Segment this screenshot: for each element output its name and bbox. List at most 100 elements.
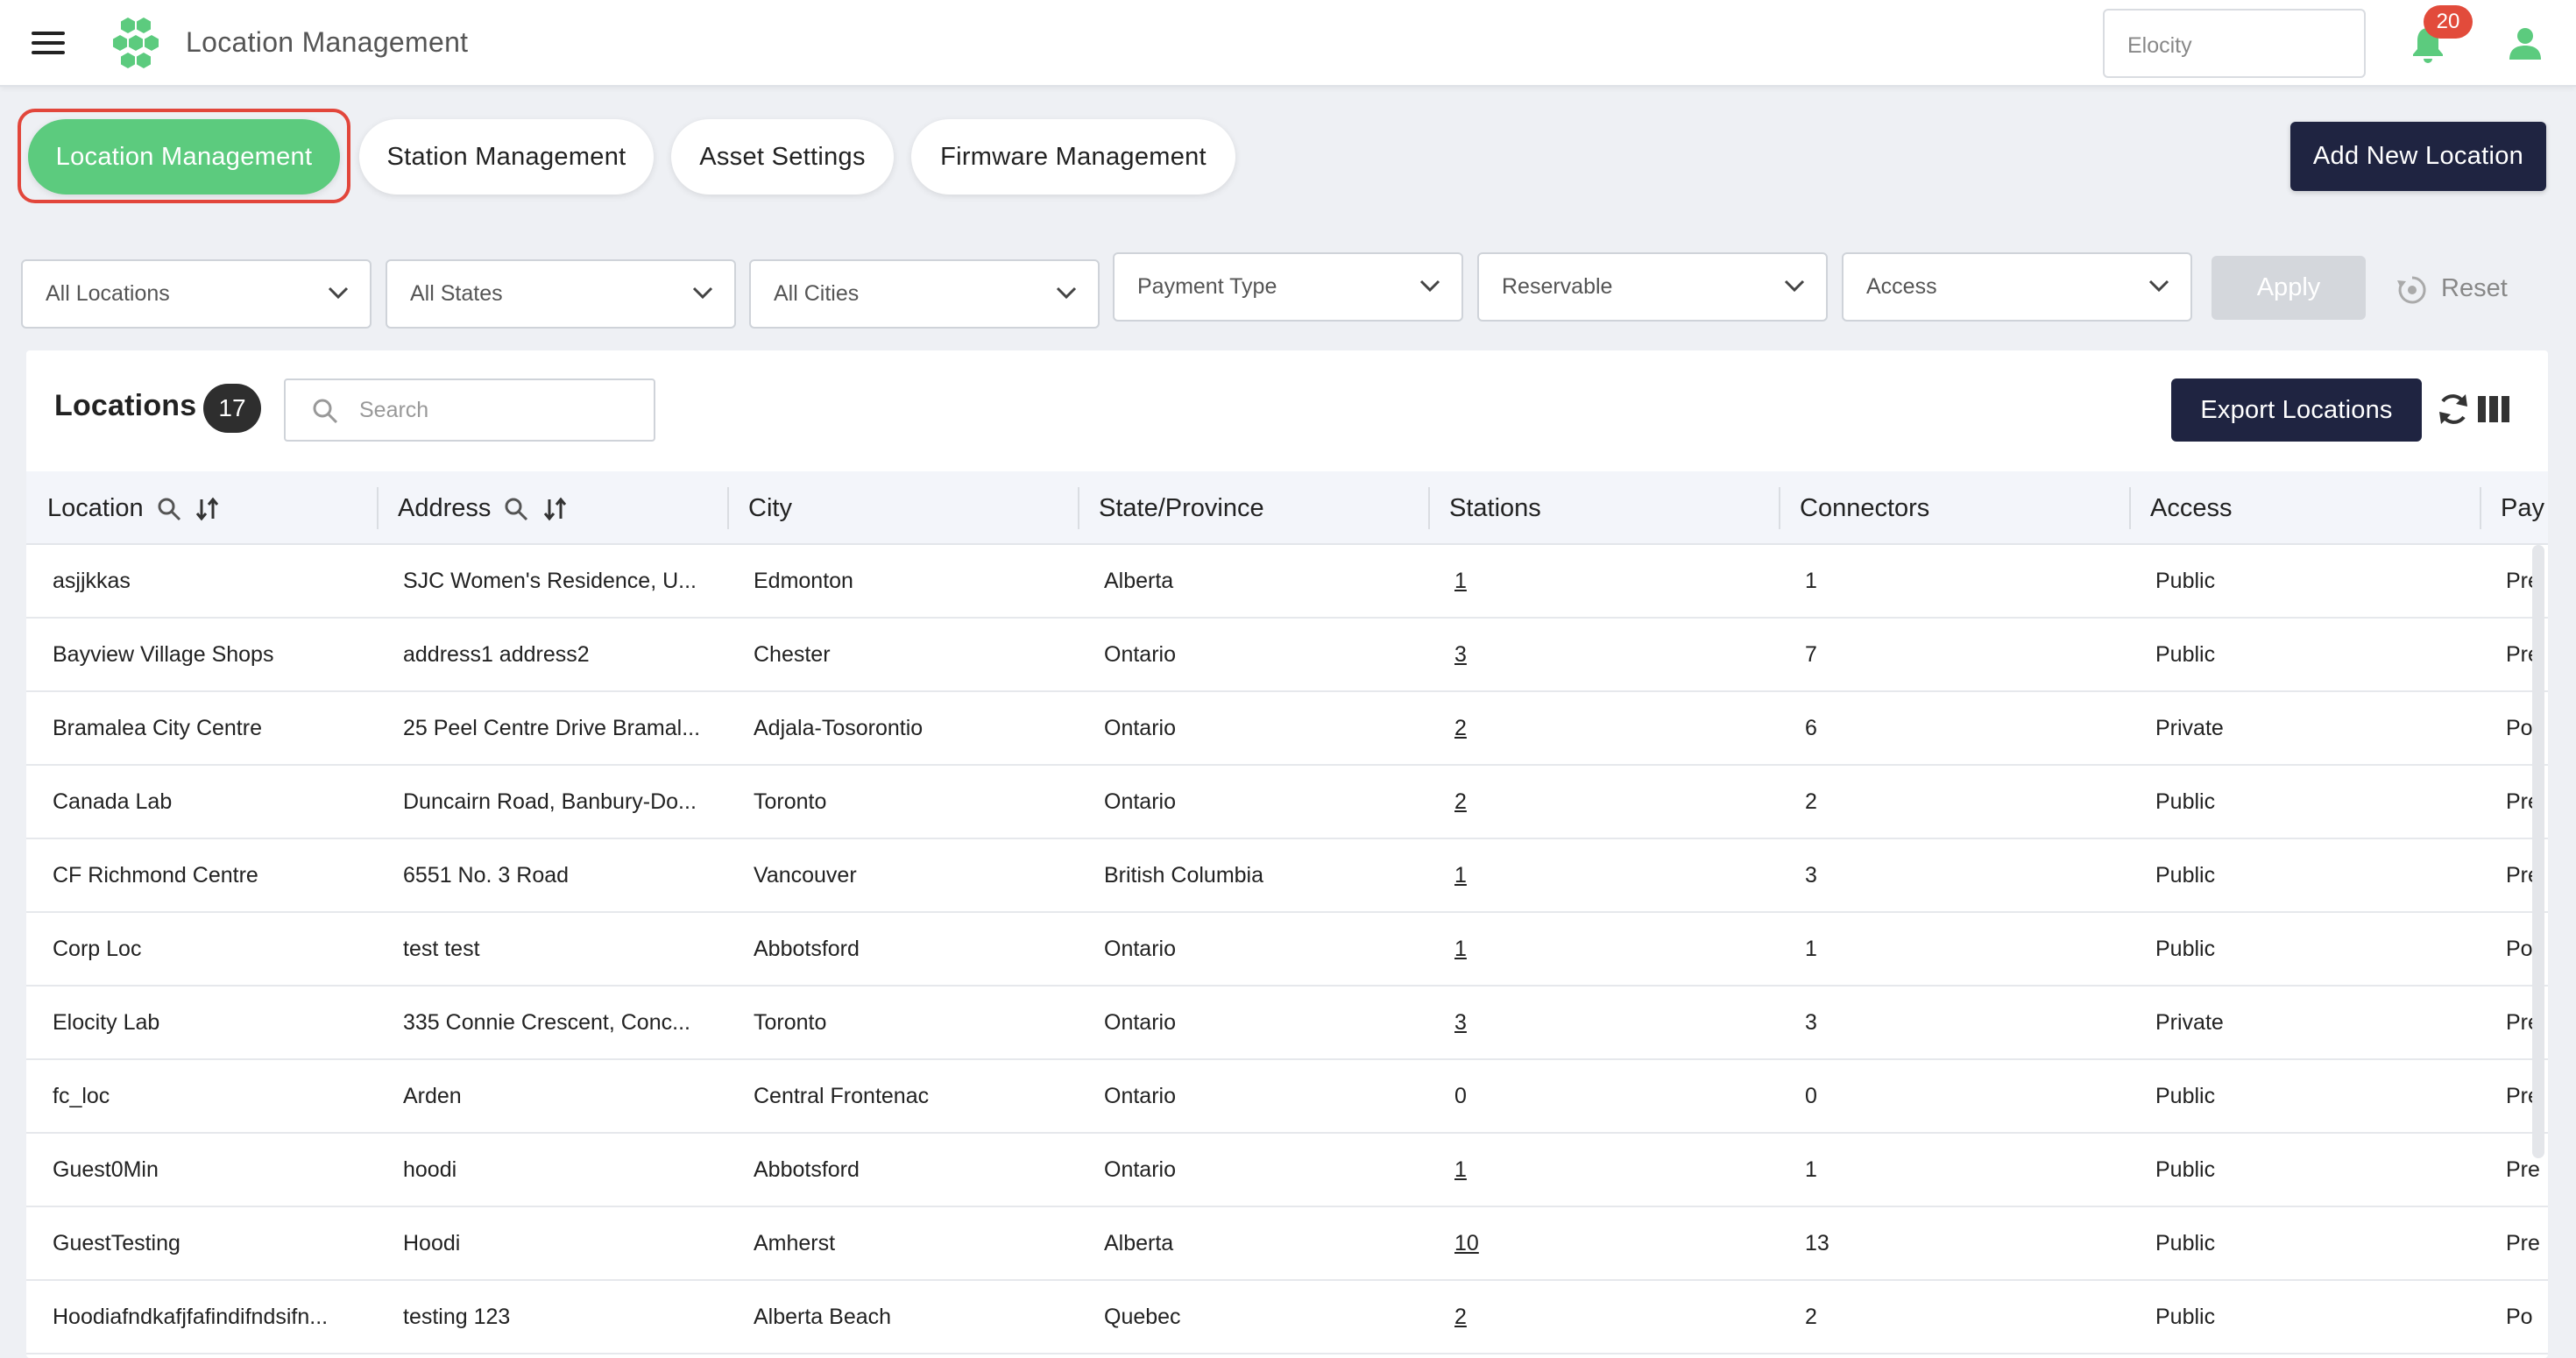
cell-city: Abbotsford: [754, 937, 860, 961]
reset-label: Reset: [2441, 274, 2508, 302]
hamburger-menu-icon[interactable]: [32, 30, 65, 56]
cell-access: Public: [2155, 1231, 2216, 1255]
table-row[interactable]: Bramalea City Centre 25 Peel Centre Drive…: [26, 692, 2548, 766]
filter-value: Payment Type: [1137, 274, 1277, 299]
column-header-connectors[interactable]: Connectors: [1800, 494, 1930, 522]
stations-link[interactable]: 1: [1454, 863, 1467, 888]
filter-value: All Cities: [774, 281, 860, 306]
all-locations-filter[interactable]: All Locations: [21, 259, 372, 329]
organization-select[interactable]: Elocity: [2103, 9, 2366, 78]
search-icon[interactable]: [503, 496, 529, 522]
cell-address: Duncairn Road, Banbury-Do...: [403, 789, 697, 814]
stations-link[interactable]: 3: [1454, 1010, 1467, 1035]
tab-station-management[interactable]: Station Management: [359, 119, 654, 195]
cell-address: hoodi: [403, 1157, 457, 1182]
column-header-payment[interactable]: Pay: [2501, 494, 2544, 522]
tab-location-management[interactable]: Location Management: [28, 119, 340, 195]
cell-address: SJC Women's Residence, U...: [403, 569, 697, 593]
column-divider: [2480, 487, 2481, 529]
tab-asset-settings[interactable]: Asset Settings: [671, 119, 894, 195]
cell-state: Alberta: [1104, 569, 1174, 593]
stations-link[interactable]: 2: [1454, 789, 1467, 814]
sort-icon[interactable]: [195, 496, 221, 522]
columns-icon[interactable]: [2478, 396, 2509, 422]
table-row[interactable]: Elocity Lab 335 Connie Crescent, Conc... T…: [26, 987, 2548, 1060]
column-divider: [1078, 487, 1079, 529]
search-input[interactable]: Search: [284, 378, 655, 442]
table-row[interactable]: Corp Loc test test Abbotsford Ontario 1 1 Publ…: [26, 913, 2548, 987]
cell-stations: 10: [1454, 1207, 1770, 1279]
payment-type-filter[interactable]: Payment Type: [1113, 252, 1463, 322]
chevron-down-icon: [692, 286, 713, 300]
cell-payment: Po: [2506, 716, 2533, 740]
all-states-filter[interactable]: All States: [386, 259, 736, 329]
vertical-scrollbar[interactable]: [2532, 545, 2544, 1158]
apply-button[interactable]: Apply: [2212, 256, 2366, 320]
cell-city: Vancouver: [754, 863, 857, 888]
table-row[interactable]: CF Richmond Centre 6551 No. 3 Road Vancouv…: [26, 839, 2548, 913]
table-row[interactable]: GuestTesting Hoodi Amherst Alberta 10 13 Publi…: [26, 1207, 2548, 1281]
export-locations-button[interactable]: Export Locations: [2171, 378, 2422, 442]
cell-state: Alberta: [1104, 1231, 1174, 1255]
cell-city: Adjala-Tosorontio: [754, 716, 924, 740]
cell-stations: 1: [1454, 1134, 1770, 1206]
cell-connectors: 6: [1805, 716, 1817, 740]
refresh-icon[interactable]: [2436, 391, 2471, 428]
cell-address: testing 123: [403, 1305, 511, 1329]
chevron-down-icon: [328, 286, 349, 300]
search-icon[interactable]: [156, 496, 182, 522]
table-row[interactable]: Canada Lab Duncairn Road, Banbury-Do... To…: [26, 766, 2548, 839]
stations-link[interactable]: 10: [1454, 1231, 1479, 1255]
table-row[interactable]: fc_loc Arden Central Frontenac Ontario 0 0 Pub…: [26, 1060, 2548, 1134]
column-header-state[interactable]: State/Province: [1099, 494, 1264, 522]
cell-address: 25 Peel Centre Drive Bramal...: [403, 716, 701, 740]
cell-state: Ontario: [1104, 1084, 1176, 1108]
cell-stations: 3: [1454, 987, 1770, 1058]
access-filter[interactable]: Access: [1842, 252, 2192, 322]
cell-connectors: 1: [1805, 937, 1817, 961]
cell-access: Private: [2155, 1010, 2224, 1035]
table-row[interactable]: Hoodiafndkafjfafindifndsifn... testing 12…: [26, 1281, 2548, 1354]
search-icon: [313, 399, 338, 424]
cell-location: Corp Loc: [53, 937, 142, 961]
cell-address: Arden: [403, 1084, 462, 1108]
cell-connectors: 2: [1805, 789, 1817, 814]
cell-state: Ontario: [1104, 1010, 1176, 1035]
column-divider: [1428, 487, 1430, 529]
locations-card: Locations 17 Search Export Locations Loc…: [26, 350, 2548, 1358]
column-header-location[interactable]: Location: [26, 471, 221, 545]
stations-link[interactable]: 1: [1454, 1157, 1467, 1182]
reset-button[interactable]: Reset: [2396, 268, 2508, 312]
stations-link[interactable]: 2: [1454, 716, 1467, 740]
stations-link[interactable]: 1: [1454, 937, 1467, 961]
cell-stations: 1: [1454, 545, 1770, 617]
tab-firmware-management[interactable]: Firmware Management: [911, 119, 1235, 195]
reservable-filter[interactable]: Reservable: [1477, 252, 1828, 322]
notification-count-badge: 20: [2424, 5, 2473, 39]
stations-link[interactable]: 2: [1454, 1305, 1467, 1329]
column-header-stations[interactable]: Stations: [1449, 494, 1541, 522]
add-new-location-button[interactable]: Add New Location: [2290, 122, 2546, 191]
sort-icon[interactable]: [542, 496, 569, 522]
stations-link[interactable]: 1: [1454, 569, 1467, 593]
cell-access: Public: [2155, 1084, 2216, 1108]
table-row[interactable]: Guest0Min hoodi Abbotsford Ontario 1 1 Public P…: [26, 1134, 2548, 1207]
cell-address: test test: [403, 937, 480, 961]
cell-state: Ontario: [1104, 789, 1176, 814]
all-cities-filter[interactable]: All Cities: [749, 259, 1100, 329]
column-divider: [2129, 487, 2131, 529]
app-title: Location Management: [186, 26, 469, 58]
table-row[interactable]: asjjkkas SJC Women's Residence, U... Edmon…: [26, 545, 2548, 619]
cell-city: Central Frontenac: [754, 1084, 930, 1108]
cell-location: Guest0Min: [53, 1157, 159, 1182]
column-header-access[interactable]: Access: [2150, 494, 2233, 522]
cell-state: British Columbia: [1104, 863, 1264, 888]
user-icon[interactable]: [2508, 26, 2543, 61]
table-row[interactable]: Bayview Village Shops address1 address2 Ch…: [26, 619, 2548, 692]
column-header-city[interactable]: City: [748, 494, 792, 522]
cell-access: Private: [2155, 716, 2224, 740]
column-header-address[interactable]: Address: [377, 471, 569, 545]
stations-link[interactable]: 3: [1454, 642, 1467, 667]
column-divider: [377, 487, 379, 529]
locations-count-badge: 17: [203, 384, 261, 433]
